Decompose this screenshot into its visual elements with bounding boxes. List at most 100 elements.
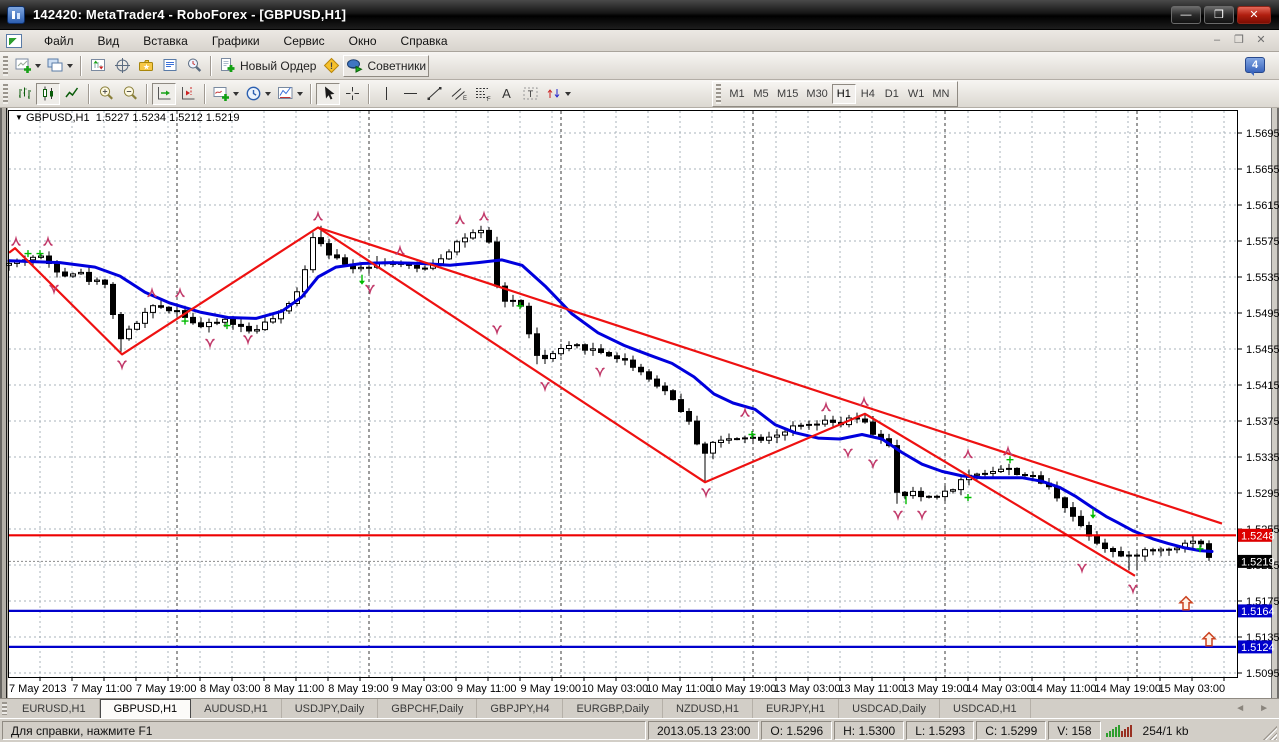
tab-usdjpy-daily[interactable]: USDJPY,Daily bbox=[282, 699, 379, 718]
bar-chart-button[interactable] bbox=[12, 83, 36, 105]
auto-scroll-button[interactable] bbox=[152, 82, 176, 105]
child-minimize-button[interactable]: – bbox=[1213, 33, 1221, 46]
menu-view[interactable]: Вид bbox=[97, 33, 120, 48]
timeframe-w1[interactable]: W1 bbox=[907, 87, 925, 100]
vertical-line-icon bbox=[378, 85, 395, 102]
tab-nzdusd-h1[interactable]: NZDUSD,H1 bbox=[663, 699, 753, 718]
svg-text:E: E bbox=[463, 96, 467, 102]
periods-button[interactable] bbox=[242, 83, 274, 105]
candlestick-chart-button[interactable] bbox=[36, 82, 60, 105]
metaeditor-button[interactable]: ! bbox=[319, 55, 343, 77]
svg-text:10 May 11:00: 10 May 11:00 bbox=[646, 683, 712, 695]
timeframe-mn[interactable]: MN bbox=[932, 87, 950, 100]
tabs-scroll-right-icon[interactable]: ► bbox=[1259, 703, 1269, 714]
cursor-button[interactable] bbox=[316, 82, 340, 105]
toolbar-separator bbox=[310, 83, 312, 104]
svg-text:8 May 19:00: 8 May 19:00 bbox=[328, 683, 389, 695]
svg-text:F: F bbox=[487, 97, 491, 102]
timeframe-m15[interactable]: M15 bbox=[777, 87, 799, 100]
new-chart-button[interactable] bbox=[12, 55, 44, 77]
menu-window[interactable]: Окно bbox=[348, 33, 377, 48]
tab-gbpusd-h1[interactable]: GBPUSD,H1 bbox=[99, 699, 192, 718]
tab-audusd-h1[interactable]: AUDUSD,H1 bbox=[191, 699, 282, 718]
zoom-out-button[interactable] bbox=[118, 83, 142, 105]
timeframe-h1[interactable]: H1 bbox=[831, 83, 856, 104]
toolbar-separator bbox=[368, 83, 370, 104]
terminal-list-icon bbox=[162, 57, 179, 74]
zoom-in-button[interactable] bbox=[94, 83, 118, 105]
toolbar-separator bbox=[80, 55, 82, 76]
tabs-grip[interactable] bbox=[2, 702, 7, 715]
timeframe-d1[interactable]: D1 bbox=[884, 87, 899, 100]
line-chart-button[interactable] bbox=[60, 83, 84, 105]
resize-grip[interactable] bbox=[1263, 726, 1277, 740]
trendline-button[interactable] bbox=[422, 83, 446, 105]
templates-button[interactable] bbox=[274, 83, 306, 105]
svg-text:1.5535: 1.5535 bbox=[1246, 272, 1279, 284]
text-button[interactable]: A bbox=[494, 83, 518, 105]
crosshair-button[interactable] bbox=[340, 83, 364, 105]
tabs-scroll-left-icon[interactable]: ◄ bbox=[1235, 703, 1246, 714]
indicators-button[interactable] bbox=[210, 83, 242, 105]
horizontal-line-icon bbox=[402, 85, 419, 102]
maximize-button[interactable]: ❒ bbox=[1204, 5, 1234, 24]
timeframe-m1[interactable]: M1 bbox=[729, 87, 745, 100]
timeframe-m5[interactable]: M5 bbox=[753, 87, 769, 100]
tab-usdcad-daily[interactable]: USDCAD,Daily bbox=[839, 699, 941, 718]
svg-text:10 May 03:00: 10 May 03:00 bbox=[582, 683, 649, 695]
menu-insert[interactable]: Вставка bbox=[143, 33, 188, 48]
menu-help[interactable]: Справка bbox=[400, 33, 448, 48]
favorites-button[interactable]: ★ bbox=[134, 55, 158, 77]
tab-gbpjpy-h4[interactable]: GBPJPY,H4 bbox=[477, 699, 564, 718]
profiles-button[interactable] bbox=[44, 55, 76, 77]
window-title: 142420: MetaTrader4 - RoboForex - [GBPUS… bbox=[33, 7, 347, 22]
chevron-down-icon bbox=[297, 91, 303, 96]
toolbar-grip[interactable] bbox=[3, 55, 8, 76]
new-chart-icon bbox=[15, 57, 32, 74]
menu-file[interactable]: Файл bbox=[44, 33, 74, 48]
trendline-icon bbox=[426, 85, 443, 102]
price-chart[interactable]: 1.5695 1.5655 1.5615 1.5575 1.5535 1.5495 1.54… bbox=[0, 108, 1279, 698]
vertical-line-button[interactable] bbox=[374, 83, 398, 105]
toolbar-grip[interactable] bbox=[716, 83, 721, 104]
templates-icon bbox=[277, 85, 294, 102]
strategy-tester-button[interactable] bbox=[182, 55, 206, 77]
fibonacci-button[interactable]: F bbox=[470, 83, 494, 105]
child-restore-button[interactable]: ❐ bbox=[1234, 33, 1244, 46]
bar-chart-icon bbox=[16, 85, 33, 102]
tab-eurjpy-h1[interactable]: EURJPY,H1 bbox=[753, 699, 840, 718]
child-window-icon[interactable] bbox=[6, 33, 22, 48]
minimize-button[interactable]: — bbox=[1171, 5, 1201, 24]
close-button[interactable]: ✕ bbox=[1237, 5, 1271, 24]
horizontal-line-button[interactable] bbox=[398, 83, 422, 105]
tab-eurusd-h1[interactable]: EURUSD,H1 bbox=[9, 699, 100, 718]
terminal-button[interactable] bbox=[158, 55, 182, 77]
status-bar-time: 2013.05.13 23:00 bbox=[648, 721, 760, 740]
menu-service[interactable]: Сервис bbox=[283, 33, 325, 48]
svg-text:15 May 03:00: 15 May 03:00 bbox=[1158, 683, 1225, 695]
status-open: O: 1.5296 bbox=[761, 721, 833, 740]
tab-eurgbp-daily[interactable]: EURGBP,Daily bbox=[563, 699, 664, 718]
status-traffic: 254/1 kb bbox=[1142, 723, 1189, 738]
notification-badge[interactable]: 4 bbox=[1245, 57, 1265, 76]
svg-text:1.5095: 1.5095 bbox=[1246, 668, 1279, 680]
arrows-button[interactable] bbox=[542, 83, 574, 105]
auto-scroll-icon bbox=[156, 85, 173, 102]
menu-charts[interactable]: Графики bbox=[211, 33, 260, 48]
new-order-button[interactable]: Новый Ордер bbox=[216, 55, 319, 77]
timeframe-h4[interactable]: H4 bbox=[860, 87, 875, 100]
toolbar-grip[interactable] bbox=[3, 83, 8, 104]
child-close-button[interactable]: ✕ bbox=[1256, 33, 1266, 46]
chart-shift-button[interactable] bbox=[176, 83, 200, 105]
text-label-button[interactable]: T bbox=[518, 83, 542, 105]
market-watch-button[interactable] bbox=[86, 55, 110, 77]
svg-text:10 May 19:00: 10 May 19:00 bbox=[710, 683, 777, 695]
svg-text:★: ★ bbox=[142, 63, 149, 72]
chart-window[interactable]: 1.5695 1.5655 1.5615 1.5575 1.5535 1.5495 1.54… bbox=[0, 108, 1279, 698]
expert-advisors-button[interactable]: Советники bbox=[343, 54, 430, 77]
timeframe-m30[interactable]: M30 bbox=[806, 87, 828, 100]
navigator-button[interactable] bbox=[110, 55, 134, 77]
tab-usdcad-h1[interactable]: USDCAD,H1 bbox=[940, 699, 1031, 718]
channel-button[interactable]: E bbox=[446, 83, 470, 105]
tab-gbpchf-daily[interactable]: GBPCHF,Daily bbox=[378, 699, 478, 718]
